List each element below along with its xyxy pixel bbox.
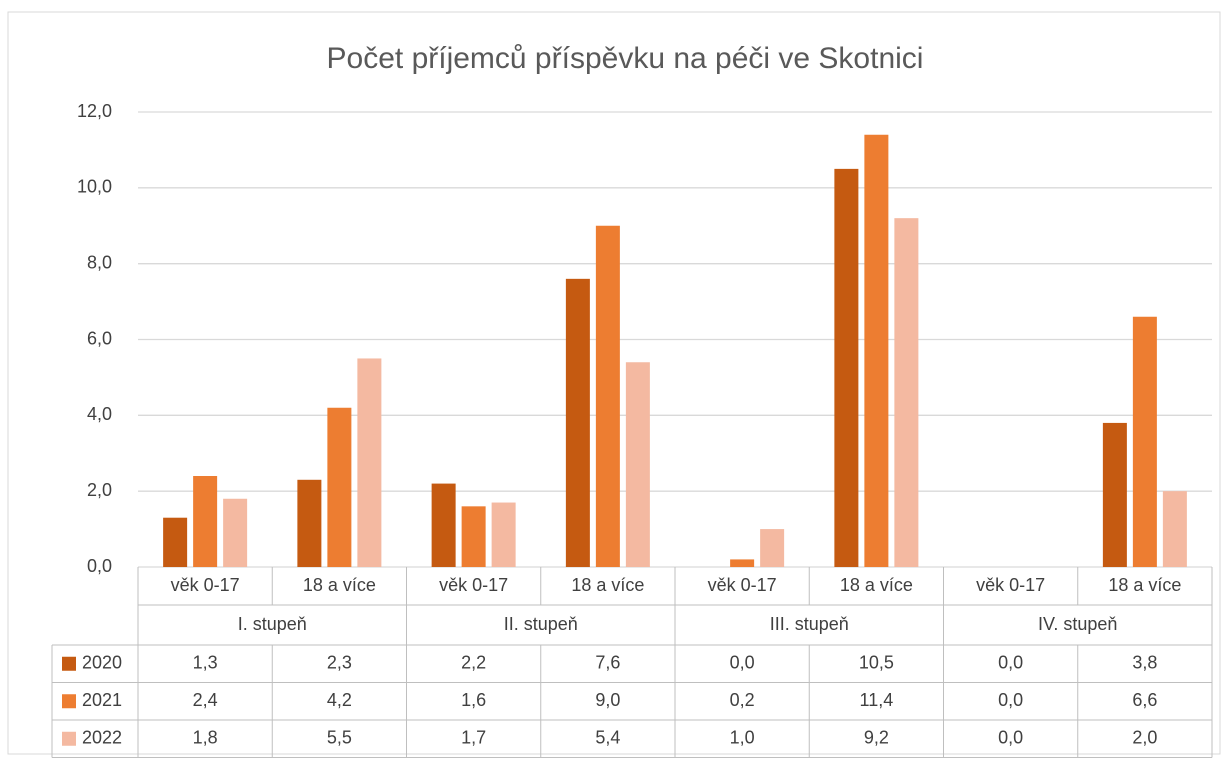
y-tick-label: 10,0 (77, 177, 112, 197)
group-label: II. stupeň (504, 614, 578, 634)
legend-key (62, 656, 76, 671)
x-tick-label: 18 a více (1108, 575, 1181, 595)
table-value: 0,0 (998, 653, 1023, 673)
bar (1132, 316, 1157, 567)
bar (491, 502, 516, 567)
chart-title: Počet příjemců příspěvku na péči ve Skot… (327, 42, 924, 75)
bar (864, 134, 889, 567)
x-tick-label: 18 a více (571, 575, 644, 595)
y-tick-label: 8,0 (87, 252, 112, 272)
bar (595, 225, 620, 567)
y-tick-label: 6,0 (87, 328, 112, 348)
legend-key (62, 731, 76, 746)
table-value: 1,8 (193, 728, 218, 748)
table-value: 10,5 (859, 653, 894, 673)
bar (193, 476, 218, 567)
bar (730, 559, 755, 567)
table-value: 1,0 (730, 728, 755, 748)
table-value: 2,2 (461, 653, 486, 673)
table-value: 11,4 (860, 690, 894, 710)
x-tick-label: věk 0-17 (171, 575, 240, 595)
table-value: 5,4 (595, 728, 620, 748)
x-tick-label: věk 0-17 (439, 575, 508, 595)
table-value: 0,0 (730, 653, 755, 673)
bar (431, 483, 456, 567)
table-value: 9,2 (864, 728, 889, 748)
group-label: IV. stupeň (1038, 614, 1117, 634)
bar (625, 362, 650, 567)
legend-label: 2021 (82, 690, 122, 710)
table-value: 1,3 (193, 653, 218, 673)
legend-label: 2020 (82, 653, 122, 673)
legend-label: 2022 (82, 728, 122, 748)
table-value: 4,2 (327, 690, 352, 710)
y-tick-label: 2,0 (87, 480, 112, 500)
group-label: III. stupeň (770, 614, 849, 634)
bar (1162, 491, 1187, 567)
x-tick-label: 18 a více (840, 575, 913, 595)
table-value: 0,0 (998, 690, 1023, 710)
bar (163, 517, 188, 567)
x-tick-label: věk 0-17 (976, 575, 1045, 595)
table-value: 7,6 (595, 653, 620, 673)
table-value: 0,2 (730, 690, 755, 710)
bar (461, 506, 486, 567)
x-tick-label: věk 0-17 (708, 575, 777, 595)
table-value: 0,0 (998, 728, 1023, 748)
table-value: 5,5 (327, 728, 352, 748)
bar (223, 498, 248, 567)
table-value: 1,6 (461, 690, 486, 710)
bar (327, 407, 352, 567)
bar (1102, 422, 1127, 567)
table-value: 3,8 (1132, 653, 1157, 673)
table-value: 2,3 (327, 653, 352, 673)
group-label: I. stupeň (238, 614, 307, 634)
table-value: 6,6 (1132, 690, 1157, 710)
bar (357, 358, 382, 567)
y-tick-label: 0,0 (87, 556, 112, 576)
table-value: 1,7 (461, 728, 486, 748)
table-value: 2,0 (1132, 728, 1157, 748)
table-value: 9,0 (595, 690, 620, 710)
y-tick-label: 12,0 (77, 101, 112, 121)
bar (297, 479, 322, 567)
bar (894, 218, 919, 567)
bar (834, 168, 859, 567)
legend-key (62, 694, 76, 709)
bar (760, 529, 785, 567)
bar (565, 278, 590, 567)
y-tick-label: 4,0 (87, 404, 112, 424)
x-tick-label: 18 a více (303, 575, 376, 595)
table-value: 2,4 (193, 690, 218, 710)
